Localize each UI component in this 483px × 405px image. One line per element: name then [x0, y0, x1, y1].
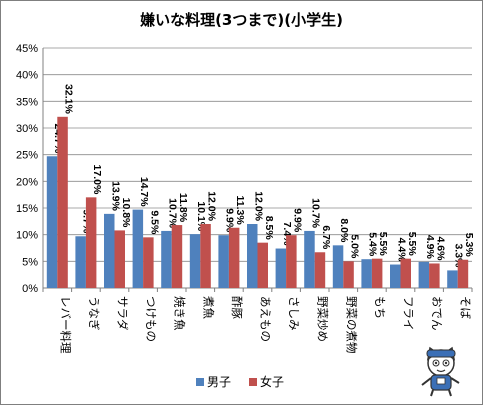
- bar: [361, 259, 372, 288]
- x-tick-label: もち: [373, 296, 387, 319]
- bar: [200, 224, 211, 288]
- x-tick-label: うなぎ: [87, 296, 101, 331]
- bar: [228, 227, 240, 288]
- bar: [143, 237, 154, 288]
- bar: [390, 264, 401, 288]
- x-tick-label: 煮魚: [201, 296, 215, 319]
- bar: [189, 234, 201, 288]
- bar: [400, 258, 411, 288]
- data-label: 4.6%: [434, 237, 446, 262]
- y-tick-label: 35%: [16, 96, 38, 108]
- x-tick-label: おでん: [430, 296, 444, 331]
- bar: [275, 248, 287, 288]
- data-label: 9.9%: [224, 208, 236, 233]
- bar: [132, 209, 144, 288]
- data-label: 8.5%: [263, 216, 275, 241]
- bar: [57, 116, 68, 288]
- legend-label-male: 男子: [207, 375, 232, 389]
- bar: [304, 230, 315, 288]
- data-label: 5.0%: [349, 234, 361, 259]
- bar: [447, 270, 458, 288]
- y-tick-label: 15%: [16, 203, 38, 215]
- bar: [257, 242, 268, 288]
- y-tick-label: 20%: [16, 176, 38, 188]
- data-label: 11.8%: [177, 193, 189, 223]
- data-label: 10.8%: [120, 198, 132, 228]
- bar: [332, 245, 344, 288]
- x-tick-label: 焼き魚: [173, 296, 187, 331]
- x-tick-label: 野菜炒め: [316, 296, 330, 342]
- x-tick-label: サラダ: [116, 296, 130, 331]
- chart-title: 嫌いな料理(3つまで)(小学生): [140, 11, 343, 29]
- data-label: 6.7%: [320, 225, 332, 250]
- data-label: 10.7%: [166, 198, 178, 228]
- data-label: 12.0%: [206, 191, 218, 221]
- y-tick-label: 40%: [16, 70, 38, 82]
- mascot-icon: [421, 346, 460, 397]
- data-label: 5.5%: [377, 232, 389, 257]
- data-label: 11.3%: [234, 196, 246, 226]
- bar: [418, 261, 430, 288]
- bar: [75, 236, 86, 288]
- data-label: 17.0%: [91, 165, 103, 195]
- bar: [457, 259, 469, 288]
- legend-swatch-female: [249, 377, 258, 386]
- data-label: 10.7%: [309, 198, 321, 228]
- bar: [247, 224, 258, 288]
- x-tick-label: そば: [459, 296, 473, 319]
- x-tick-label: さしみ: [287, 296, 301, 331]
- bar: [85, 197, 97, 288]
- legend-label-female: 女子: [260, 375, 285, 389]
- legend-item-male: 男子: [196, 373, 231, 390]
- x-tick-label: レバー料理: [58, 296, 72, 354]
- data-label: 9.5%: [148, 210, 160, 235]
- bar: [429, 263, 440, 288]
- y-tick-label: 25%: [16, 150, 38, 162]
- bar: [46, 156, 58, 288]
- bar: [343, 261, 354, 288]
- data-label: 5.5%: [406, 232, 418, 257]
- data-label: 12.0%: [252, 191, 264, 221]
- bar: [314, 252, 326, 288]
- data-label: 9.9%: [291, 208, 303, 233]
- bar: [371, 258, 383, 288]
- data-label: 13.9%: [109, 181, 121, 211]
- x-tick-label: 野菜の煮物: [344, 296, 358, 354]
- bar: [104, 213, 115, 288]
- data-label: 5.4%: [367, 232, 379, 257]
- x-tick-label: 酢豚: [230, 296, 244, 319]
- bar: [114, 230, 125, 288]
- data-label: 4.4%: [395, 238, 407, 263]
- y-tick-label: 10%: [16, 230, 38, 242]
- bar: [161, 230, 172, 288]
- bar: [286, 235, 297, 288]
- chart-legend: 男子 女子: [196, 373, 284, 390]
- data-label: 14.7%: [138, 177, 150, 207]
- y-tick-label: 45%: [16, 43, 38, 55]
- data-label: 5.3%: [463, 233, 475, 258]
- legend-swatch-male: [196, 377, 204, 386]
- bar: [171, 225, 183, 288]
- x-tick-label: あえもの: [259, 296, 273, 342]
- data-label: 4.9%: [424, 235, 436, 260]
- bar: [218, 235, 229, 288]
- y-tick-label: 0%: [22, 283, 38, 295]
- y-tick-label: 5%: [22, 256, 38, 268]
- x-tick-label: つけもの: [144, 296, 158, 342]
- y-tick-label: 30%: [16, 123, 38, 135]
- data-label: 32.1%: [63, 84, 75, 114]
- data-label: 8.0%: [338, 218, 350, 243]
- legend-item-female: 女子: [249, 373, 284, 390]
- x-tick-label: フライ: [402, 296, 416, 331]
